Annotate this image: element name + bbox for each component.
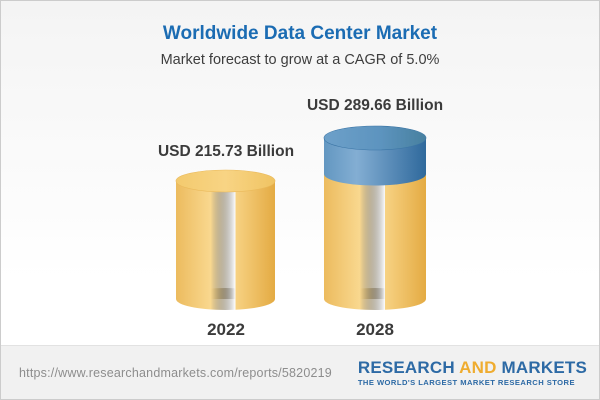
logo-word-and: AND bbox=[459, 357, 497, 377]
value-label-2028: USD 289.66 Billion bbox=[306, 97, 444, 114]
bar-2022-cylinder bbox=[175, 169, 276, 310]
research-and-markets-logo[interactable]: RESEARCH AND MARKETS THE WORLD'S LARGEST… bbox=[358, 359, 587, 387]
footer-bar: https://www.researchandmarkets.com/repor… bbox=[1, 345, 599, 399]
report-url-link[interactable]: https://www.researchandmarkets.com/repor… bbox=[19, 365, 332, 380]
category-label-2028: 2028 bbox=[356, 320, 394, 339]
page-title: Worldwide Data Center Market bbox=[162, 23, 438, 44]
bar-2028-cylinder bbox=[323, 125, 427, 310]
page-subtitle: Market forecast to grow at a CAGR of 5.0… bbox=[160, 52, 440, 68]
logo-word-markets: MARKETS bbox=[501, 357, 587, 377]
category-label-2022: 2022 bbox=[207, 320, 245, 339]
logo-wordmark: RESEARCH AND MARKETS bbox=[358, 359, 587, 376]
logo-tagline: THE WORLD'S LARGEST MARKET RESEARCH STOR… bbox=[357, 377, 575, 387]
value-label-2022: USD 215.73 Billion bbox=[157, 143, 295, 160]
logo-word-research: RESEARCH bbox=[357, 357, 455, 377]
bar-2028-growth-segment bbox=[323, 125, 427, 186]
